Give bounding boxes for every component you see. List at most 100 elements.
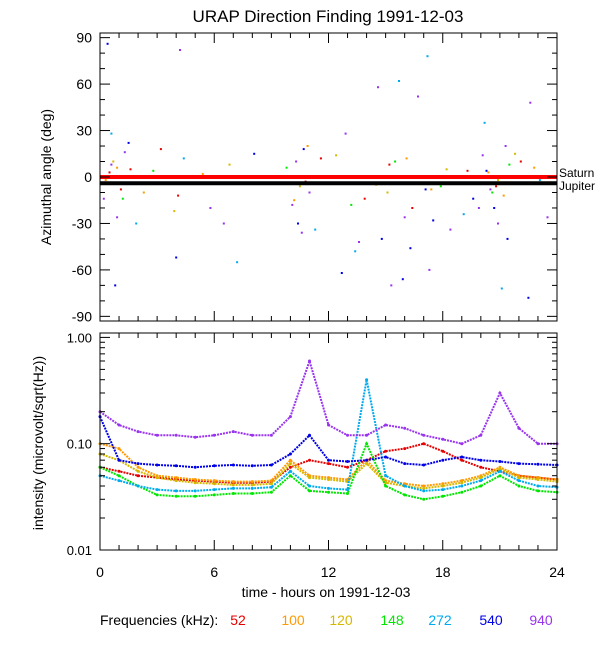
scatter-point bbox=[481, 154, 484, 157]
azimuth-tick-label: 0 bbox=[84, 169, 92, 185]
chart-title: URAP Direction Finding 1991-12-03 bbox=[193, 7, 464, 26]
series-point bbox=[250, 480, 254, 484]
series-540-khz-points bbox=[106, 42, 530, 299]
series-point bbox=[498, 469, 502, 473]
scatter-point bbox=[485, 169, 488, 172]
series-940-khz bbox=[98, 357, 559, 446]
scatter-point bbox=[497, 222, 499, 225]
series-point bbox=[174, 479, 178, 483]
scatter-point bbox=[314, 228, 317, 231]
azimuth-tick-label: -90 bbox=[72, 308, 92, 324]
scatter-point bbox=[123, 151, 126, 154]
legend-entry-148-khz: 148 bbox=[380, 612, 404, 628]
series-point bbox=[212, 493, 216, 497]
series-point bbox=[193, 481, 197, 485]
series-point bbox=[155, 493, 159, 497]
x-tick-label: 12 bbox=[321, 564, 337, 580]
scatter-point bbox=[390, 284, 393, 287]
scatter-point bbox=[236, 261, 239, 264]
series-point bbox=[327, 458, 330, 462]
azimuth-ylabel: Azimuthal angle (deg) bbox=[38, 109, 54, 245]
series-point bbox=[250, 486, 254, 490]
series-point bbox=[517, 462, 521, 466]
scatter-point bbox=[388, 163, 391, 166]
legend-entry-52-khz: 52 bbox=[230, 612, 246, 628]
scatter-point bbox=[403, 216, 406, 219]
scatter-point bbox=[491, 191, 494, 194]
series-point bbox=[422, 433, 426, 437]
series-point bbox=[212, 488, 216, 492]
legend-entry-120-khz: 120 bbox=[329, 612, 353, 628]
scatter-point bbox=[129, 168, 132, 171]
scatter-point bbox=[104, 179, 107, 182]
legend-entry-540-khz: 540 bbox=[479, 612, 503, 628]
series-point bbox=[193, 489, 197, 493]
series-point bbox=[441, 449, 445, 453]
series-point bbox=[327, 486, 330, 490]
series-point bbox=[403, 426, 407, 430]
scatter-point bbox=[110, 132, 113, 135]
scatter-point bbox=[201, 172, 204, 175]
scatter-point bbox=[386, 191, 389, 194]
scatter-point bbox=[135, 222, 138, 225]
scatter-point bbox=[363, 197, 366, 200]
frequency-legend: Frequencies (kHz): 52 100 120 148 272 540 940 bbox=[100, 612, 553, 628]
series-point bbox=[479, 458, 483, 462]
intensity-axes: 1.00 0.10 0.01 0 6 12 18 24 bbox=[67, 330, 565, 580]
series-point bbox=[479, 465, 483, 469]
series-point bbox=[155, 476, 159, 480]
series-point bbox=[441, 484, 445, 488]
scatter-point bbox=[401, 278, 404, 281]
series-point bbox=[384, 423, 388, 427]
scatter-point bbox=[209, 207, 212, 209]
series-point bbox=[288, 465, 292, 469]
scatter-point bbox=[430, 188, 433, 191]
scatter-point bbox=[110, 163, 113, 166]
series-point bbox=[498, 460, 502, 463]
series-point bbox=[212, 464, 216, 468]
series-point bbox=[479, 479, 483, 483]
series-point bbox=[327, 490, 330, 494]
series-point bbox=[288, 452, 292, 456]
series-point bbox=[441, 488, 445, 492]
series-point bbox=[384, 484, 388, 488]
series-100-khz-points bbox=[104, 145, 536, 202]
series-point bbox=[269, 433, 273, 437]
scatter-point bbox=[112, 160, 115, 163]
series-point bbox=[403, 462, 407, 466]
series-point bbox=[231, 492, 235, 495]
scatter-point bbox=[439, 185, 442, 188]
series-point bbox=[212, 433, 216, 437]
series-point bbox=[346, 433, 349, 437]
scatter-point bbox=[306, 145, 309, 147]
scatter-point bbox=[504, 145, 507, 147]
series-point bbox=[155, 463, 159, 467]
scatter-point bbox=[159, 148, 162, 151]
series-point bbox=[441, 482, 445, 486]
series-point bbox=[403, 447, 407, 451]
series-point bbox=[193, 478, 197, 481]
series-point bbox=[536, 462, 540, 466]
series-point bbox=[365, 458, 369, 462]
scatter-point bbox=[380, 237, 383, 240]
series-point bbox=[536, 489, 540, 493]
series-point bbox=[346, 460, 349, 463]
series-point bbox=[422, 486, 426, 490]
series-point bbox=[384, 455, 388, 459]
scatter-point bbox=[394, 160, 397, 163]
scatter-point bbox=[477, 207, 480, 209]
series-point bbox=[384, 474, 388, 478]
series-point bbox=[308, 489, 311, 493]
scatter-point bbox=[127, 141, 130, 144]
series-point bbox=[231, 480, 235, 484]
scatter-point bbox=[253, 152, 256, 155]
scatter-point bbox=[495, 185, 498, 188]
scatter-point bbox=[116, 216, 119, 219]
scatter-point bbox=[462, 213, 465, 216]
series-point bbox=[136, 465, 140, 469]
scatter-point bbox=[508, 163, 511, 166]
scatter-point bbox=[319, 157, 322, 160]
series-point bbox=[498, 474, 502, 478]
scatter-point bbox=[472, 197, 475, 200]
